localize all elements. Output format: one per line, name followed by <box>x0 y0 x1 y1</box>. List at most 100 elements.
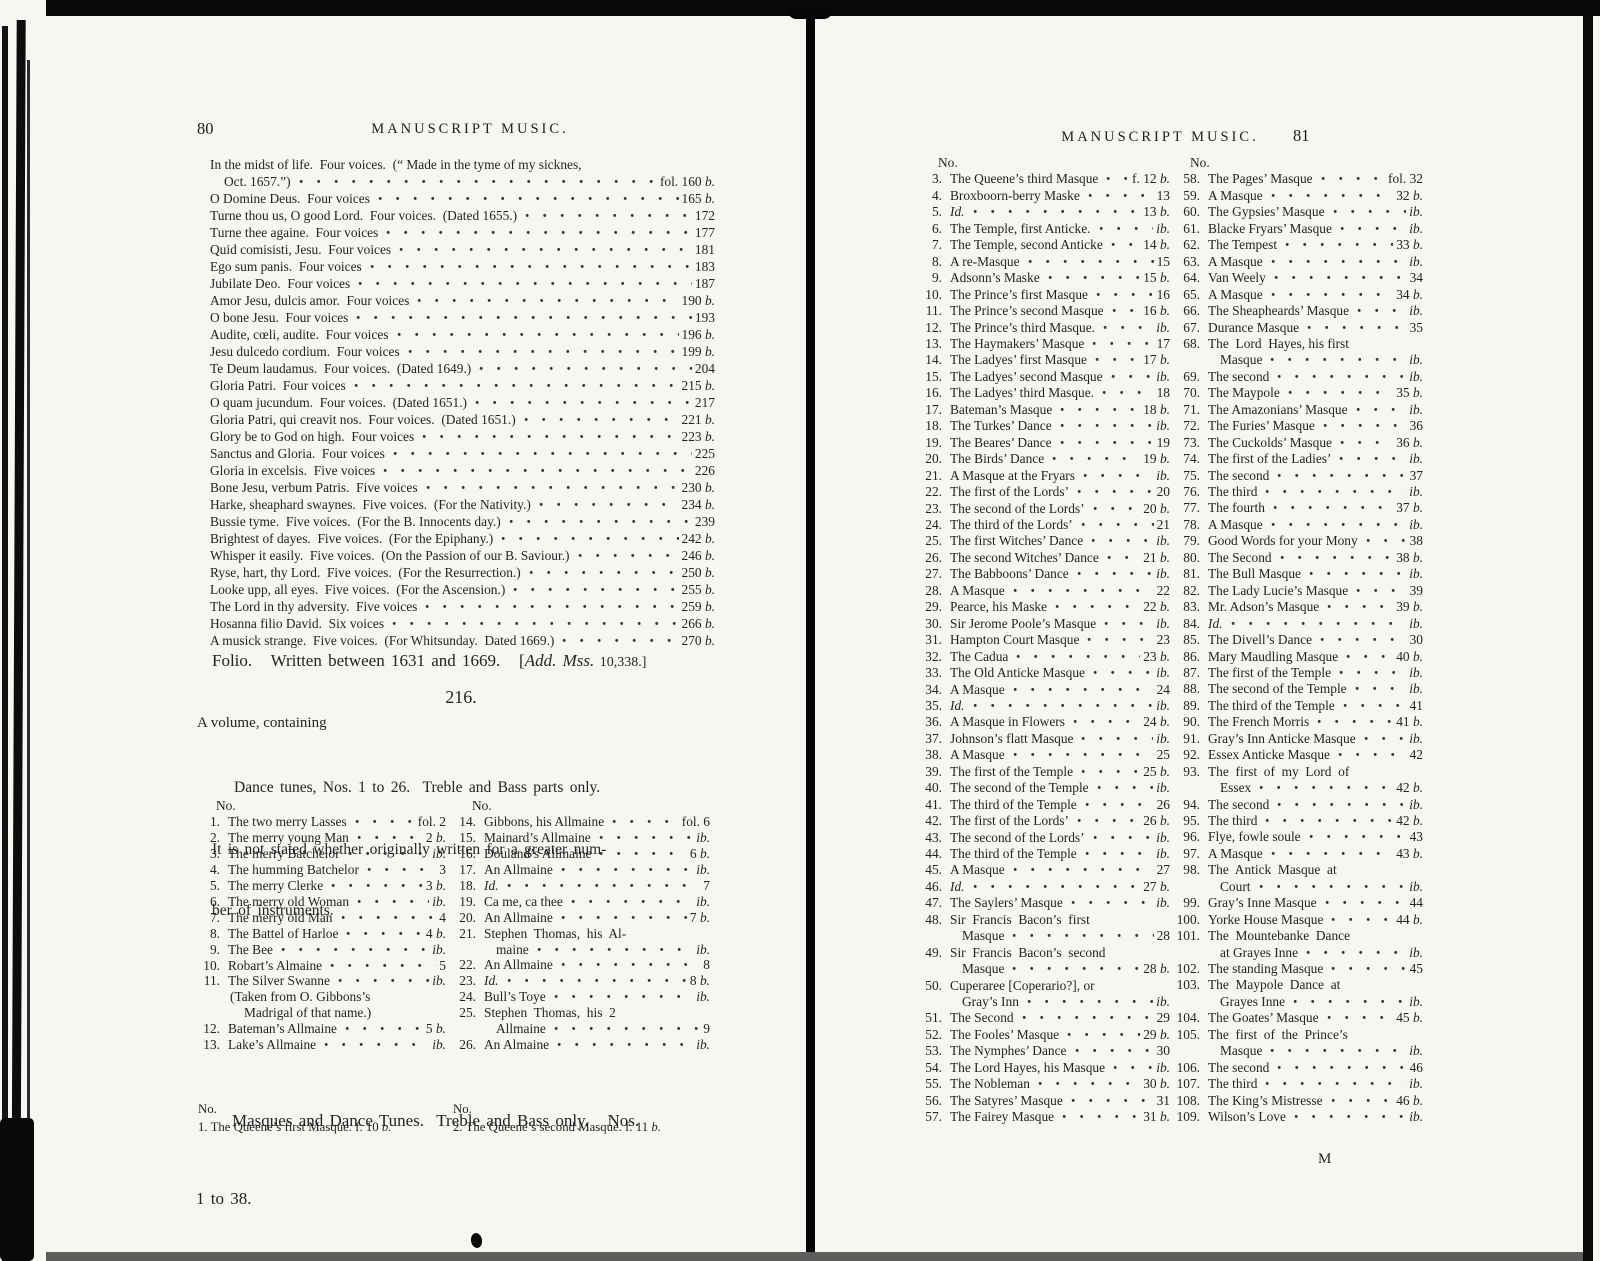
entry-title: A Masque <box>950 862 1005 878</box>
entry-folio: 7 b. <box>689 909 710 925</box>
dot-leader <box>394 241 692 254</box>
dot-leader <box>1225 615 1407 628</box>
dot-leader <box>1016 1010 1154 1023</box>
entry-title: Bateman’s Allmaine <box>228 1021 337 1037</box>
entry-row: Ego sum panis. Four voices 183 <box>210 258 715 275</box>
dot-leader <box>1272 796 1407 809</box>
entry-row-continued: Masque 28 <box>918 928 1170 944</box>
entry-title: The first of the Temple <box>1208 665 1332 680</box>
entry-row: 5. Id. 13 b. <box>918 204 1170 220</box>
entry-folio: 37 <box>1409 467 1423 483</box>
entry-number: 94. <box>1183 796 1200 812</box>
dot-leader <box>1054 418 1154 431</box>
dot-leader <box>1007 961 1141 974</box>
entry-row: 92. Essex Anticke Masque 42 <box>1170 747 1423 763</box>
entry-row: 11. The Silver Swanne ib. <box>196 973 446 989</box>
entry-row: Bussie tyme. Five voices. (For the B. In… <box>210 513 715 530</box>
entry-folio: ib. <box>1156 665 1170 681</box>
entry-folio: 22 <box>1156 582 1170 598</box>
entry-number: 68. <box>1183 335 1200 351</box>
entry-number: 78. <box>1183 516 1200 532</box>
entry-number: 16. <box>925 385 942 401</box>
entry-number: 23. <box>925 500 942 516</box>
entry-title: Essex Anticke Masque <box>1208 747 1330 763</box>
entry-row: 77. The fourth 37 b. <box>1170 500 1423 516</box>
entry-row: No. <box>452 798 710 814</box>
dot-leader <box>1312 714 1394 727</box>
entry-row: 15. The Ladyes’ second Masque ib. <box>918 368 1170 385</box>
entry-note: (Taken from O. Gibbons’s <box>196 989 446 1005</box>
entry-folio: 40 b. <box>1396 648 1423 664</box>
entry-row: 2. The merry young Man 2 b. <box>196 829 446 846</box>
entry-folio: ib. <box>432 893 446 909</box>
entry-title: Brightest of dayes. Five voices. (For th… <box>210 531 494 546</box>
entry-number: 17. <box>459 861 476 877</box>
description-line: ber of instruments. <box>212 902 334 919</box>
entry-row: 85. The Divell’s Dance 30 <box>1170 632 1423 648</box>
dot-leader <box>1288 993 1407 1006</box>
dot-leader <box>1093 220 1154 233</box>
dot-leader <box>1265 845 1394 858</box>
entry-row: 43. The second of the Lords’ ib. <box>918 829 1170 846</box>
entry-row-continued: Masque ib. <box>1170 352 1423 368</box>
entry-folio: ib. <box>696 989 710 1005</box>
entry-number: 79. <box>1183 533 1200 549</box>
entry-row: 20. An Allmaine 7 b. <box>452 909 710 926</box>
entry-row: 9. Adsonn’s Maske 15 b. <box>918 270 1170 286</box>
entry-folio: ib. <box>1409 484 1423 500</box>
entry-row: 34. A Masque 24 <box>918 681 1170 697</box>
entry-folio: ib. <box>1409 303 1423 319</box>
entry-row: 68. The Lord Hayes, his first <box>1170 336 1423 352</box>
dot-leader <box>1097 385 1154 398</box>
entry-row: 84. Id. ib. <box>1170 615 1423 632</box>
dot-leader <box>1265 1043 1407 1056</box>
entry-title: The Turkes’ Dance <box>950 418 1052 434</box>
entry-number: 87. <box>1183 665 1200 680</box>
entry-folio: 31 <box>1156 1092 1170 1108</box>
dot-leader <box>1267 500 1394 513</box>
dot-leader <box>572 547 679 560</box>
entry-title: The Second <box>950 1010 1014 1026</box>
entry-folio: ib. <box>1409 681 1423 697</box>
entry-title: The first of my Lord of <box>1208 763 1350 779</box>
dot-leader <box>533 496 679 509</box>
entry-number: 47. <box>925 895 942 911</box>
entry-number: 5. <box>931 204 942 220</box>
entry-number: 18. <box>925 418 942 434</box>
entry-number: 57. <box>925 1109 942 1125</box>
entry-title: The first Witches’ Dance <box>950 533 1084 549</box>
dot-leader <box>1301 944 1407 957</box>
entry-title: The merry young Man <box>228 829 349 845</box>
entry-number: 22. <box>459 957 476 973</box>
entry-title: No. <box>472 798 492 813</box>
entry-row: 23. The second of the Lords’ 20 b. <box>918 500 1170 516</box>
entry-title-continued: Allmaine <box>496 1021 546 1037</box>
entry-folio: 23 b. <box>1143 648 1170 664</box>
entry-number: 100. <box>1176 911 1200 927</box>
entry-folio: 24 <box>1156 681 1170 697</box>
entry-row: 95. The third 42 b. <box>1170 812 1423 829</box>
entry-number: 33. <box>925 665 942 681</box>
entry-number: 31. <box>925 632 942 648</box>
entry-number: 102. <box>1176 961 1200 977</box>
entry-title: A Masque <box>950 681 1005 697</box>
dot-leader <box>565 893 694 906</box>
dot-leader <box>381 224 692 237</box>
entry-folio: 3 <box>439 861 446 877</box>
entry-folio: ib. <box>1409 796 1423 812</box>
entry-folio: ib. <box>1156 993 1170 1009</box>
dot-leader <box>1082 632 1154 645</box>
entry-number: 107. <box>1176 1076 1200 1092</box>
dot-leader <box>593 829 694 842</box>
entry-number: 62. <box>1183 237 1200 253</box>
dot-leader <box>1322 599 1394 612</box>
dot-leader <box>1090 286 1154 299</box>
entry-folio: fol. 6 <box>681 813 710 829</box>
entry-title: Id. <box>950 204 965 220</box>
dot-leader <box>1054 434 1154 447</box>
entry-folio: 165 b. <box>681 191 715 206</box>
entry-folio: 32 b. <box>1396 187 1423 203</box>
entry-title: The Maypole <box>1208 385 1280 401</box>
entry-folio: 33 b. <box>1396 237 1423 253</box>
entry-title: 2. The Queene’s second Masque. f. 11 b. <box>453 1119 661 1134</box>
